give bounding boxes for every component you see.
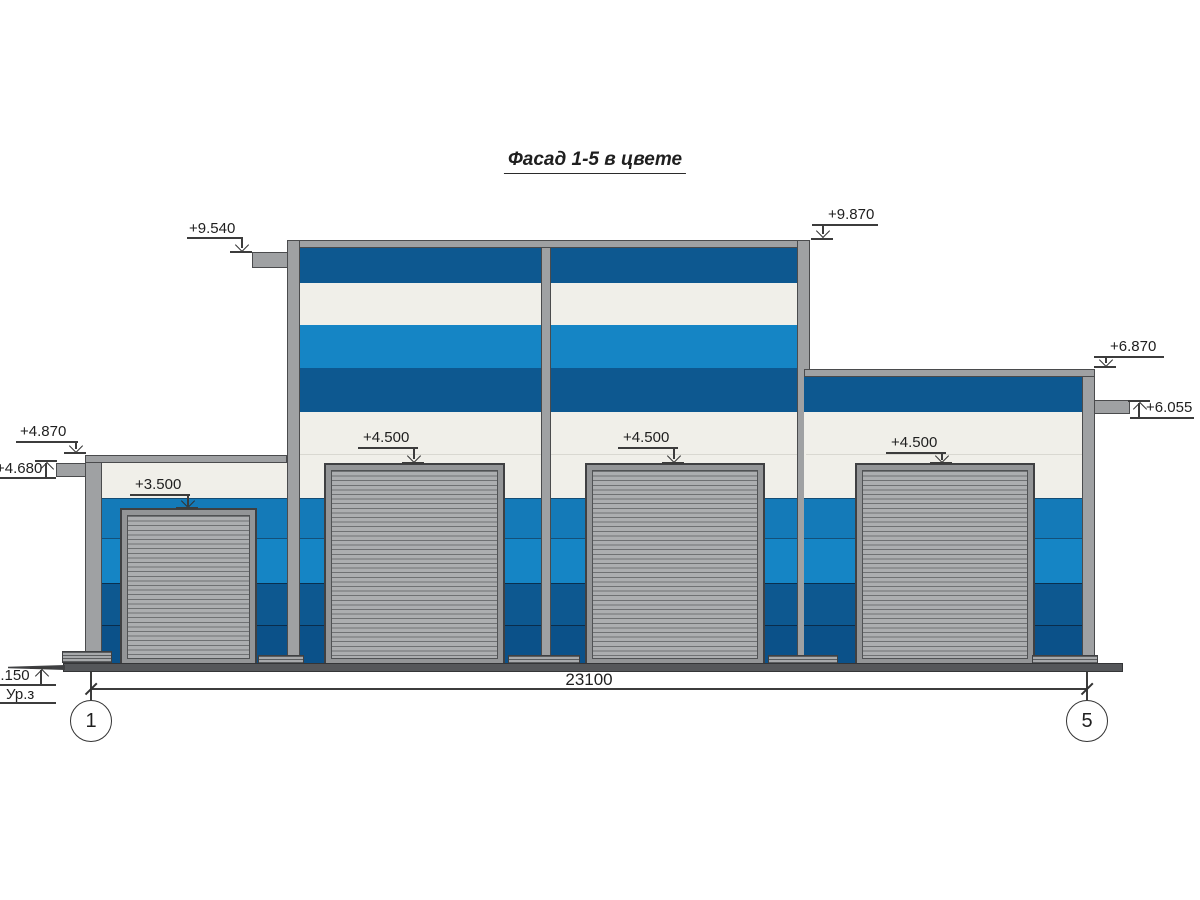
facade-band-dark-blue [804, 377, 1087, 412]
level-tick [662, 462, 684, 464]
elevation-label: +6.870 [1110, 338, 1157, 355]
leader-line [413, 447, 415, 459]
axis-bubble-5: 5 [1066, 700, 1108, 742]
level-tick [811, 238, 833, 240]
leader-line [0, 477, 56, 479]
elevation-label: +6.055 [1146, 399, 1193, 416]
leader-line [1138, 403, 1140, 417]
threshold-step [62, 651, 112, 663]
facade-band-white [93, 463, 287, 498]
leader-line [40, 670, 42, 684]
down-arrow-icon [234, 237, 249, 253]
roller-door-slats [592, 470, 758, 659]
roller-door-2 [324, 463, 505, 665]
leader-line [618, 447, 678, 449]
axis-bubble-1: 1 [70, 700, 112, 742]
axis-label: 5 [1081, 709, 1093, 732]
level-tick [176, 507, 198, 509]
drawing-title: Фасад 1-5 в цвете [503, 149, 687, 174]
leader-line [187, 494, 189, 506]
elevation-label: +4.870 [20, 423, 67, 440]
leader-line [16, 441, 78, 443]
leader-line [0, 684, 56, 686]
parapet-cap [804, 369, 1095, 377]
elevation-label: +3.500 [135, 476, 182, 493]
elevation-label: +4.500 [363, 429, 410, 446]
leader-line [358, 447, 418, 449]
axis-label: 1 [85, 709, 97, 732]
leader-line [241, 237, 243, 248]
leader-line [75, 441, 77, 449]
roller-door-slats [862, 470, 1028, 659]
leader-line [1094, 356, 1164, 358]
level-tick [35, 460, 57, 462]
leader-line [0, 702, 56, 704]
ground-level-label: Ур.з [6, 686, 35, 703]
parapet-cap [85, 455, 287, 463]
roller-door-slats [331, 470, 498, 659]
panel-seam [806, 454, 1084, 455]
corner-column [1082, 376, 1095, 668]
level-tick [1128, 400, 1150, 402]
leader-line [1105, 356, 1107, 363]
level-tick [930, 462, 952, 464]
up-arrow-icon [34, 668, 49, 684]
leader-line [886, 452, 946, 454]
elevation-label: +9.540 [189, 220, 236, 237]
up-arrow-icon [1132, 401, 1147, 417]
down-arrow-icon [815, 223, 830, 239]
level-tick [1094, 366, 1116, 368]
roller-door-4 [855, 463, 1035, 665]
leader-line [45, 463, 47, 477]
corner-column [287, 240, 300, 668]
corner-column [85, 462, 102, 668]
elevation-label: +4.500 [891, 434, 938, 451]
dimension-value: 23100 [565, 670, 613, 689]
dimension-line [90, 688, 1087, 690]
roller-door-slats [127, 515, 250, 659]
level-tick [402, 462, 424, 464]
center-mullion [541, 247, 551, 668]
wall-tab-left-top [252, 252, 288, 268]
elevation-label: +4.680 [0, 460, 43, 477]
wall-tab-right [1094, 400, 1130, 414]
leader-line [822, 224, 824, 234]
leader-line [187, 237, 243, 239]
leader-line [812, 224, 878, 226]
roller-door-1 [120, 508, 257, 665]
leader-line [1130, 417, 1194, 419]
roller-door-3 [585, 463, 765, 665]
elevation-label: +4.500 [623, 429, 670, 446]
elevation-label: -0.150 [0, 667, 30, 684]
leader-line [130, 494, 190, 496]
level-tick [64, 452, 86, 454]
leader-line [941, 452, 943, 460]
level-tick [30, 667, 52, 669]
elevation-label: +9.870 [828, 206, 875, 223]
level-tick [230, 251, 252, 253]
leader-line [673, 447, 675, 459]
wall-tab-left-mid [56, 463, 86, 477]
